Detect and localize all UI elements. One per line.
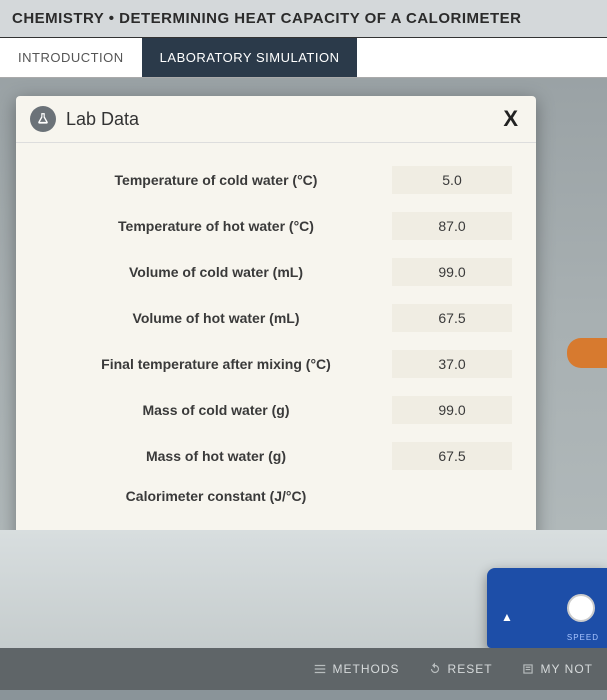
footer-bar: METHODS RESET MY NOT <box>0 648 607 690</box>
row-label: Temperature of hot water (°C) <box>40 218 392 234</box>
table-row: Temperature of hot water (°C) 87.0 <box>40 203 512 249</box>
reset-icon <box>428 662 442 676</box>
notes-icon <box>521 662 535 676</box>
methods-label: METHODS <box>333 662 400 676</box>
row-value[interactable] <box>392 490 512 502</box>
row-value[interactable]: 67.5 <box>392 304 512 332</box>
device-up-icon: ▲ <box>501 610 513 624</box>
course-label: CHEMISTRY <box>12 10 104 27</box>
lab-data-table: Temperature of cold water (°C) 5.0 Tempe… <box>16 143 536 519</box>
reset-button[interactable]: RESET <box>428 662 493 676</box>
row-label: Volume of hot water (mL) <box>40 310 392 326</box>
device-knob[interactable] <box>567 594 595 622</box>
title-separator: • <box>109 10 115 27</box>
lab-data-panel: Lab Data X Temperature of cold water (°C… <box>16 96 536 561</box>
table-row: Mass of hot water (g) 67.5 <box>40 433 512 479</box>
row-label: Calorimeter constant (J/°C) <box>40 488 392 504</box>
row-label: Temperature of cold water (°C) <box>40 172 392 188</box>
flask-icon <box>30 106 56 132</box>
notes-label: MY NOT <box>541 662 593 676</box>
row-label: Volume of cold water (mL) <box>40 264 392 280</box>
row-label: Mass of hot water (g) <box>40 448 392 464</box>
row-value[interactable]: 67.5 <box>392 442 512 470</box>
list-icon <box>313 662 327 676</box>
row-value[interactable]: 5.0 <box>392 166 512 194</box>
experiment-title: DETERMINING HEAT CAPACITY OF A CALORIMET… <box>119 10 521 27</box>
row-label: Final temperature after mixing (°C) <box>40 356 392 372</box>
panel-title: Lab Data <box>66 109 139 130</box>
row-value[interactable]: 99.0 <box>392 396 512 424</box>
row-value[interactable]: 99.0 <box>392 258 512 286</box>
background-object <box>567 338 607 368</box>
page-title-bar: CHEMISTRY • DETERMINING HEAT CAPACITY OF… <box>0 0 607 38</box>
reset-label: RESET <box>448 662 493 676</box>
table-row: Mass of cold water (g) 99.0 <box>40 387 512 433</box>
tab-laboratory-simulation[interactable]: LABORATORY SIMULATION <box>142 38 358 77</box>
table-row: Temperature of cold water (°C) 5.0 <box>40 157 512 203</box>
simulation-workspace: Lab Data X Temperature of cold water (°C… <box>0 78 607 690</box>
my-notes-button[interactable]: MY NOT <box>521 662 593 676</box>
stirrer-device[interactable]: ▲ SPEED <box>487 568 607 648</box>
table-row: Volume of hot water (mL) 67.5 <box>40 295 512 341</box>
tab-introduction[interactable]: INTRODUCTION <box>0 38 142 77</box>
row-label: Mass of cold water (g) <box>40 402 392 418</box>
close-panel-button[interactable]: X <box>499 106 522 132</box>
table-row: Volume of cold water (mL) 99.0 <box>40 249 512 295</box>
device-label: SPEED <box>567 633 599 642</box>
methods-button[interactable]: METHODS <box>313 662 400 676</box>
tab-bar: INTRODUCTION LABORATORY SIMULATION <box>0 38 607 78</box>
table-row: Calorimeter constant (J/°C) <box>40 479 512 513</box>
table-row: Final temperature after mixing (°C) 37.0 <box>40 341 512 387</box>
row-value[interactable]: 37.0 <box>392 350 512 378</box>
panel-header: Lab Data X <box>16 96 536 143</box>
row-value[interactable]: 87.0 <box>392 212 512 240</box>
